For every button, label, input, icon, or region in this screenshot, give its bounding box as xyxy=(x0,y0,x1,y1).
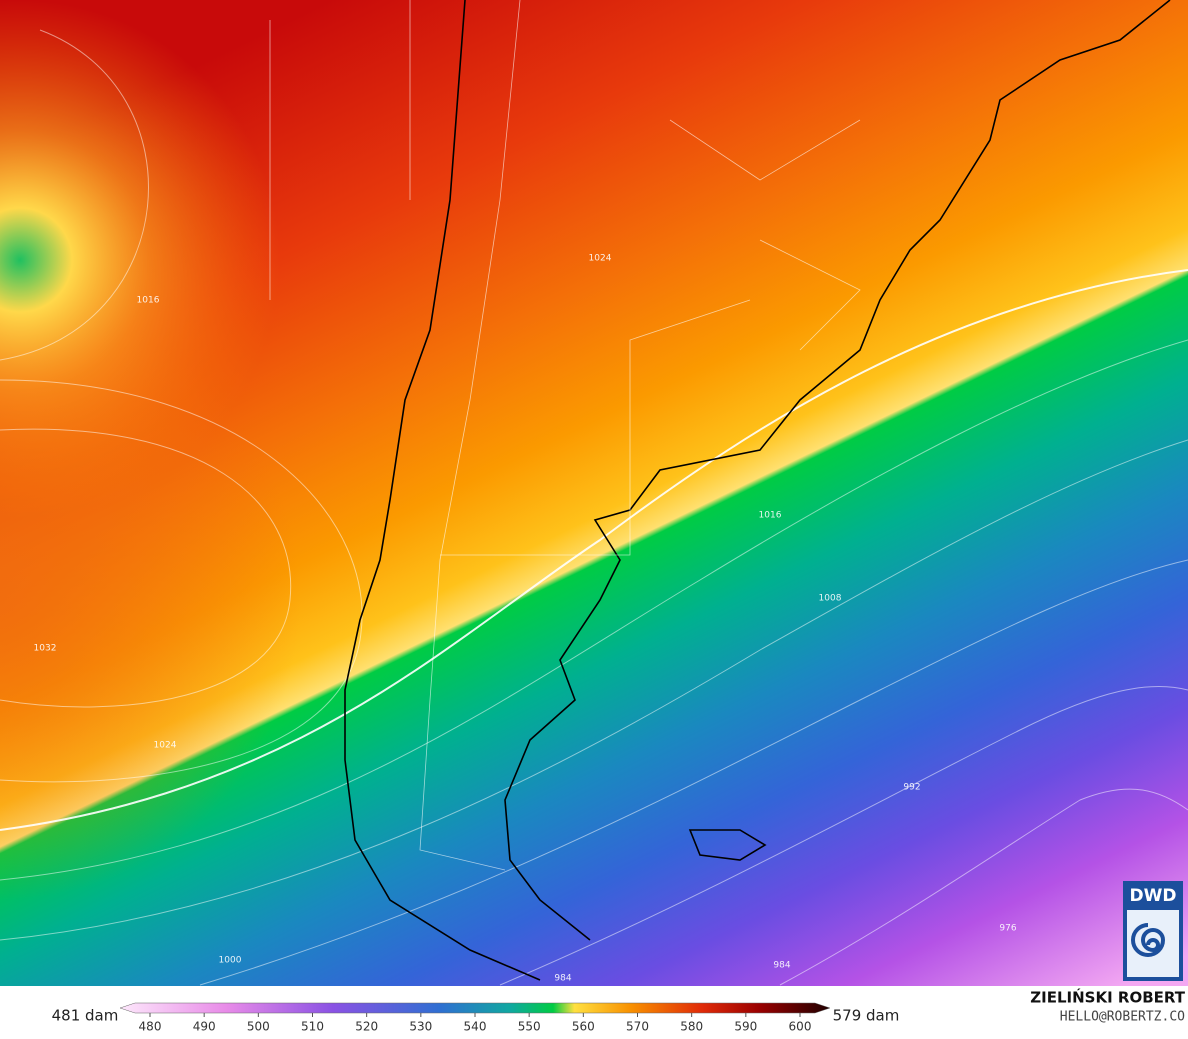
author: ZIELIŃSKI ROBERT xyxy=(1030,988,1185,1007)
logo-text: DWD xyxy=(1130,886,1177,906)
colorbar-tick-label: 530 xyxy=(409,1020,432,1034)
colorbar-tick-label: 580 xyxy=(680,1020,703,1034)
isobars xyxy=(0,0,1188,985)
contour-label: 1016 xyxy=(137,296,160,306)
colorbar-tick-label: 550 xyxy=(518,1020,541,1034)
colorbar-tick-label: 570 xyxy=(626,1020,649,1034)
contour-label: 984 xyxy=(773,961,790,971)
contour-label: 992 xyxy=(903,783,920,793)
borders xyxy=(419,0,861,871)
colorbar-tick-label: 600 xyxy=(789,1020,812,1034)
contour-label: 1000 xyxy=(219,956,242,966)
logo: DWD xyxy=(1123,881,1183,981)
coastline xyxy=(344,0,1171,981)
colorbar-tick-label: 490 xyxy=(193,1020,216,1034)
contour-label: 1008 xyxy=(819,594,842,604)
contact: HELLO@ROBERTZ.CO xyxy=(1060,1010,1185,1025)
colorbar xyxy=(119,1002,831,1014)
contour-label: 984 xyxy=(554,974,571,984)
colorbar-tick-label: 590 xyxy=(734,1020,757,1034)
colorbar-tick-label: 480 xyxy=(139,1020,162,1034)
colorbar-tick-label: 540 xyxy=(464,1020,487,1034)
colorbar-min: 481 dam xyxy=(52,1007,119,1025)
colorbar-tick-label: 500 xyxy=(247,1020,270,1034)
colorbar-max: 579 dam xyxy=(833,1007,900,1025)
colorbar-tick-label: 560 xyxy=(572,1020,595,1034)
colorbar-tick-label: 510 xyxy=(301,1020,324,1034)
contour-label: 976 xyxy=(999,924,1016,934)
colorbar-tick-label: 520 xyxy=(355,1020,378,1034)
contour-label: 1024 xyxy=(589,254,612,264)
contour-label: 1024 xyxy=(154,741,177,751)
contour-label: 1016 xyxy=(759,511,782,521)
warm-blob xyxy=(0,0,300,560)
contour-label: 1032 xyxy=(34,644,57,654)
